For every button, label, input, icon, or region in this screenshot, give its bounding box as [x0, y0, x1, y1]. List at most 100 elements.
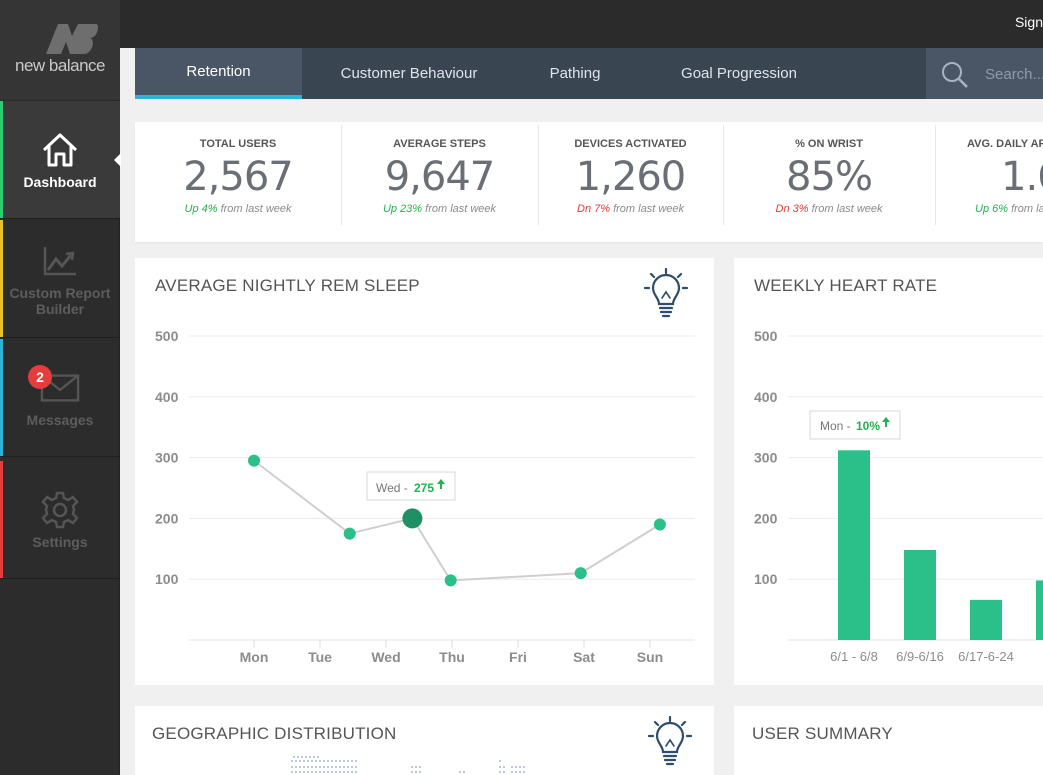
stat-avg-daily: AVG. DAILY AF 1.6 Up 6% from la [947, 122, 1043, 242]
divider [723, 125, 724, 225]
sidebar-item-label: Settings [32, 533, 88, 550]
logo-mark-icon [46, 24, 98, 54]
y-tick-label: 100 [754, 571, 778, 587]
brand-logo[interactable]: new balance [0, 0, 120, 100]
bar[interactable] [838, 450, 870, 640]
x-tick-label: Wed [371, 649, 400, 665]
nav-tabs: Retention Customer Behaviour Pathing Goa… [135, 48, 1043, 99]
gear-icon [40, 490, 80, 530]
arrow-up-icon [437, 479, 445, 489]
search-box[interactable]: Search... [926, 48, 1043, 99]
y-tick-label: 500 [155, 328, 179, 344]
y-tick-label: 400 [754, 389, 778, 405]
stat-delta: Up 23% from last week [341, 203, 538, 215]
logo-text: new balance [15, 56, 105, 75]
panel-title: GEOGRAPHIC DISTRIBUTION [152, 724, 397, 743]
lightbulb-icon[interactable] [647, 716, 693, 766]
stat-change: Up 23% [382, 203, 423, 215]
tab-retention[interactable]: Retention [135, 48, 302, 99]
world-map [291, 756, 525, 773]
stat-value: 2,567 [183, 154, 294, 200]
geo-distribution-panel: GEOGRAPHIC DISTRIBUTION [135, 706, 714, 775]
stat-delta: Dn 3% from last week [723, 203, 935, 215]
rem-sleep-panel: AVERAGE NIGHTLY REM SLEEP 100 200 300 400 50… [135, 258, 714, 685]
x-tick-label: 6/17-6-24 [958, 649, 1014, 664]
y-tick-label: 400 [155, 389, 179, 405]
x-tick-label: 6/1 - 6/8 [830, 649, 878, 664]
stat-value: 9,647 [384, 154, 496, 200]
bar[interactable] [970, 599, 1002, 640]
stat-change: Up 4% [184, 203, 218, 215]
stat-change: Up 6% [975, 203, 1009, 215]
series-line [253, 459, 661, 582]
stat-label: AVERAGE STEPS [393, 138, 486, 150]
data-point[interactable] [574, 567, 587, 580]
heart-rate-panel: WEEKLY HEART RATE 100 200 300 400 500 6/1 - … [734, 258, 1043, 685]
stat-value: 1,260 [575, 154, 687, 200]
divider [538, 125, 539, 225]
data-point[interactable] [248, 454, 260, 467]
stat-label: DEVICES ACTIVATED [574, 138, 687, 150]
divider [935, 125, 936, 225]
x-tick-label: Sun [637, 649, 663, 665]
accent-bar [0, 220, 3, 337]
accent-bar [0, 339, 3, 456]
data-point[interactable] [343, 527, 356, 540]
data-point[interactable] [653, 518, 666, 531]
user-summary-panel: USER SUMMARY [734, 706, 1043, 775]
highlighted-data-point[interactable] [402, 508, 423, 529]
stat-on-wrist: % ON WRIST 85% Dn 3% from last week [723, 122, 935, 242]
x-tick-label: Mon [240, 649, 269, 665]
data-point[interactable] [444, 574, 457, 587]
home-icon [40, 130, 80, 170]
chart-tooltip: Mon - 10% [809, 410, 901, 440]
stats-card: TOTAL USERS 2,567 Up 4% from last week A… [135, 122, 1043, 242]
tooltip-box [809, 410, 901, 440]
accent-bar [0, 461, 3, 578]
tooltip-value: 10% [856, 419, 880, 433]
search-input[interactable]: Search... [985, 66, 1043, 83]
sidebar-item-custom-report-builder[interactable]: Custom Report Builder [0, 220, 120, 338]
tab-pathing[interactable]: Pathing [549, 65, 601, 82]
map-dots [291, 756, 525, 773]
tab-goal-progression[interactable]: Goal Progression [681, 65, 797, 82]
y-tick-label: 100 [155, 571, 179, 587]
bar[interactable] [1036, 580, 1043, 640]
tab-customer-behaviour[interactable]: Customer Behaviour [340, 65, 478, 82]
sign-in-link[interactable]: Sign [1014, 14, 1043, 30]
stat-devices-activated: DEVICES ACTIVATED 1,260 Dn 7% from last … [538, 122, 723, 242]
y-tick-label: 200 [155, 510, 179, 526]
tooltip-label: Mon - [820, 419, 851, 433]
stat-average-steps: AVERAGE STEPS 9,647 Up 23% from last wee… [341, 122, 538, 242]
x-tick-label: 6/9-6/16 [896, 649, 944, 664]
active-caret [114, 153, 121, 167]
rem-sleep-chart: 100 200 300 400 500 Mon Tue Wed Thu Fri Sat Sun We… [155, 328, 695, 665]
panel-title: AVERAGE NIGHTLY REM SLEEP [155, 276, 420, 295]
stat-suffix: from last week [610, 203, 684, 215]
accent-bar [0, 101, 3, 218]
sidebar-item-settings[interactable]: Settings [0, 461, 120, 579]
x-tick-label: Sat [573, 649, 595, 665]
stat-change: Dn 7% [577, 203, 611, 215]
sidebar: new balance Dashboard Custom Report Buil… [0, 0, 121, 775]
stat-delta: Dn 7% from last week [538, 203, 723, 215]
arrow-up-icon [882, 417, 890, 427]
stat-change: Dn 3% [775, 203, 809, 215]
stat-suffix: from last week [422, 203, 497, 215]
y-tick-label: 200 [754, 510, 778, 526]
lightbulb-icon[interactable] [643, 268, 689, 318]
bar[interactable] [904, 550, 936, 640]
x-tick-label: Thu [439, 649, 465, 665]
sidebar-item-label: Custom Report Builder [9, 284, 111, 317]
sidebar-item-label: Dashboard [23, 173, 97, 190]
search-icon [942, 62, 968, 88]
stat-value: 1.6 [1001, 154, 1043, 200]
x-tick-label: Tue [308, 649, 332, 665]
sidebar-item-dashboard[interactable]: Dashboard [0, 101, 121, 219]
top-bar: Sign [0, 0, 1043, 48]
stat-value: 85% [786, 154, 873, 200]
tooltip-value: 275 [414, 481, 434, 495]
stat-suffix: from last week [808, 203, 883, 215]
sidebar-item-messages[interactable]: Messages 2 [0, 339, 120, 457]
y-tick-label: 300 [754, 450, 778, 466]
